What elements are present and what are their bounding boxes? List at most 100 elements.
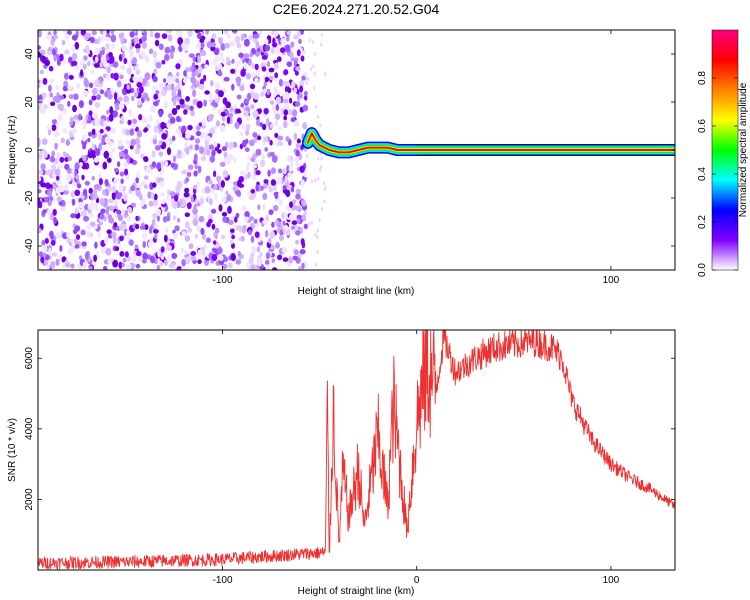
y-tick-label: 4000 <box>24 417 35 440</box>
noise-speckle <box>75 64 80 71</box>
noise-speckle <box>156 265 161 270</box>
noise-speckle <box>74 207 79 215</box>
noise-speckle <box>282 257 289 262</box>
noise-speckle <box>290 41 295 48</box>
noise-speckle <box>261 66 267 72</box>
noise-speckle <box>44 238 49 244</box>
noise-speckle <box>66 30 72 36</box>
noise-speckle <box>269 231 276 239</box>
noise-speckle <box>234 35 241 44</box>
noise-speckle <box>88 131 92 137</box>
noise-speckle <box>55 96 61 104</box>
noise-speckle <box>252 132 258 138</box>
noise-speckle <box>226 60 232 66</box>
noise-speckle <box>163 234 168 243</box>
noise-speckle <box>314 232 317 237</box>
x-tick-label: 100 <box>603 575 620 586</box>
noise-speckle <box>170 116 176 124</box>
noise-speckle <box>313 51 317 56</box>
noise-speckle <box>291 80 296 89</box>
noise-speckle <box>270 47 275 54</box>
noise-speckle <box>271 103 275 112</box>
noise-speckle <box>170 51 174 60</box>
noise-speckle <box>98 178 103 186</box>
noise-speckle <box>148 114 153 122</box>
noise-speckle <box>128 49 134 54</box>
noise-speckle <box>249 52 253 58</box>
noise-speckle <box>176 115 181 123</box>
noise-speckle <box>104 91 108 98</box>
snr-plot-area <box>38 330 675 570</box>
y-tick-label: 2000 <box>24 488 35 511</box>
noise-speckle <box>59 156 65 163</box>
noise-speckle <box>232 141 238 148</box>
noise-speckle <box>82 123 87 130</box>
noise-speckle <box>139 202 145 207</box>
noise-speckle <box>176 104 181 110</box>
noise-speckle <box>263 80 268 87</box>
noise-speckle <box>217 63 223 69</box>
noise-speckle <box>227 154 234 160</box>
noise-speckle <box>244 173 248 180</box>
noise-speckle <box>64 183 69 192</box>
noise-speckle <box>122 257 127 263</box>
x-tick-label: 0 <box>414 575 420 586</box>
noise-speckle <box>154 32 161 39</box>
noise-speckle <box>259 252 263 257</box>
noise-speckle <box>111 192 116 200</box>
noise-speckle <box>84 180 91 186</box>
noise-speckle <box>172 135 176 142</box>
noise-speckle <box>281 246 288 254</box>
noise-speckle <box>256 135 262 141</box>
noise-speckle <box>175 128 181 135</box>
noise-speckle <box>222 115 226 122</box>
noise-speckle <box>82 261 87 269</box>
noise-speckle <box>166 255 172 263</box>
noise-speckle <box>260 91 265 97</box>
noise-speckle <box>168 263 175 269</box>
noise-speckle <box>74 244 80 249</box>
noise-speckle <box>125 129 130 136</box>
noise-speckle <box>197 32 202 40</box>
noise-speckle <box>231 58 235 64</box>
noise-speckle <box>209 92 213 101</box>
noise-speckle <box>177 180 183 188</box>
noise-speckle <box>59 53 64 62</box>
noise-speckle <box>153 125 158 133</box>
noise-speckle <box>221 212 228 217</box>
noise-speckle <box>217 247 223 255</box>
noise-speckle <box>249 216 255 221</box>
noise-speckle <box>99 213 105 220</box>
noise-speckle <box>80 229 86 236</box>
noise-speckle <box>299 30 304 35</box>
noise-speckle <box>136 143 141 150</box>
noise-speckle <box>134 244 139 249</box>
noise-speckle <box>70 213 76 219</box>
noise-speckle <box>166 147 172 156</box>
noise-speckle <box>220 111 226 117</box>
noise-speckle <box>185 96 191 102</box>
noise-speckle <box>111 147 116 153</box>
noise-speckle <box>288 165 293 173</box>
spectrogram-panel: -100 100 -40 -20 0 20 40 Height of straight l… <box>7 29 676 297</box>
noise-speckle <box>41 239 46 246</box>
noise-speckle <box>297 30 301 37</box>
noise-speckle <box>103 150 110 159</box>
noise-speckle <box>148 200 154 207</box>
noise-speckle <box>263 136 269 143</box>
noise-speckle <box>82 155 87 162</box>
noise-speckle <box>305 121 308 126</box>
noise-speckle <box>210 80 214 87</box>
noise-speckle <box>179 198 183 206</box>
noise-speckle <box>295 150 300 157</box>
noise-speckle <box>241 205 247 211</box>
noise-speckle <box>193 170 198 177</box>
noise-speckle <box>123 95 129 102</box>
noise-speckle <box>49 92 54 98</box>
noise-speckle <box>254 231 260 238</box>
noise-speckle <box>170 83 175 91</box>
noise-speckle <box>107 93 113 100</box>
noise-speckle <box>40 256 45 264</box>
noise-speckle <box>282 185 287 191</box>
noise-speckle <box>284 175 288 183</box>
